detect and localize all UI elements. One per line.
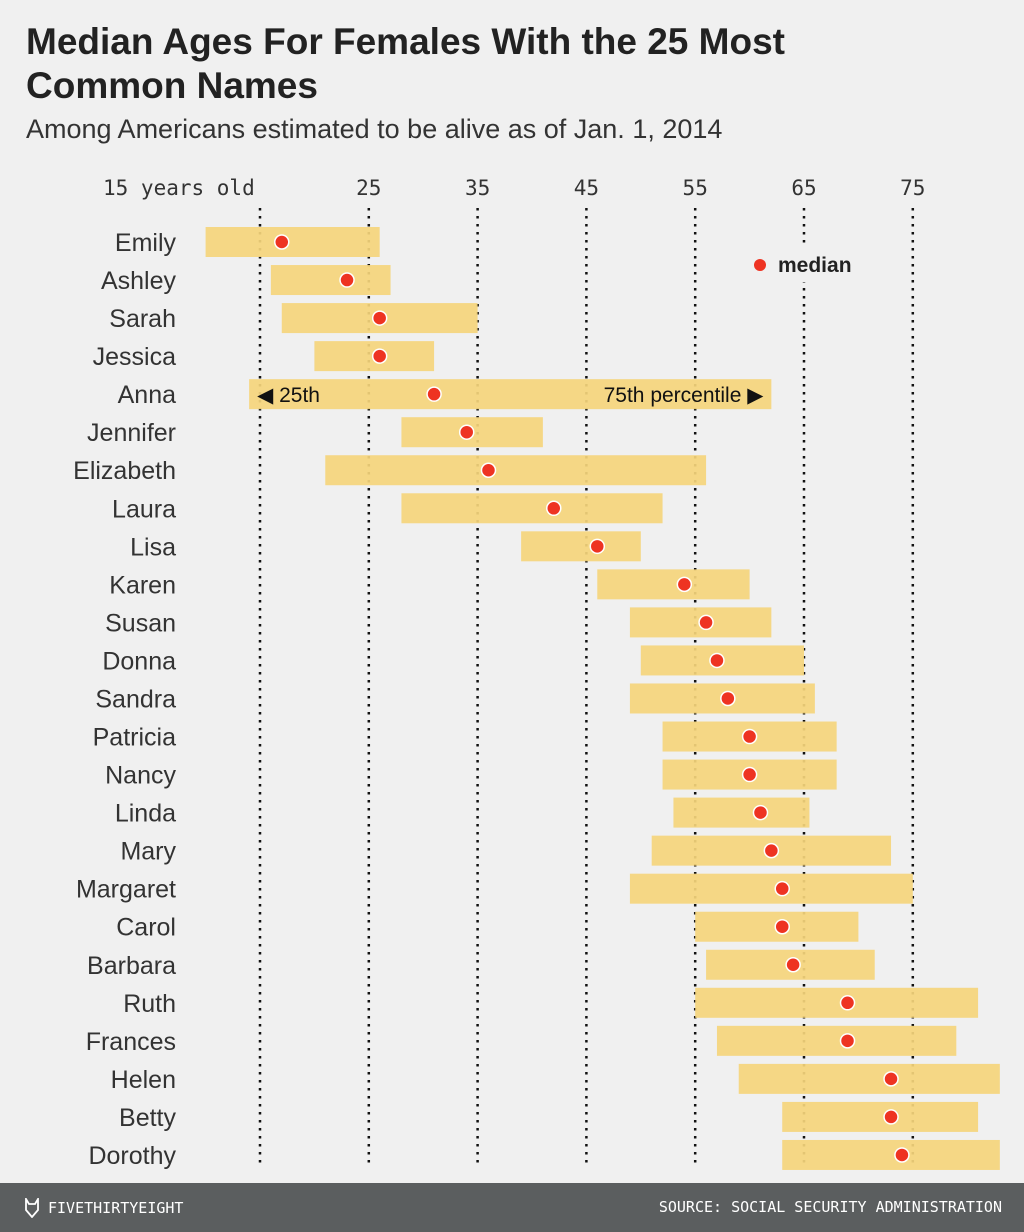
row-label: Mary [120,838,176,866]
brand: FIVETHIRTYEIGHT [24,1198,183,1218]
row-label: Barbara [87,952,176,980]
range-bar [782,1101,979,1132]
row-label: Dorothy [88,1142,176,1170]
range-bar [716,1025,957,1056]
row-label: Helen [111,1066,176,1094]
x-tick-label: 65 [791,176,816,200]
row-label: Susan [105,609,176,637]
row-label: Jennifer [87,419,176,447]
median-marker [741,728,758,745]
median-marker [709,652,725,669]
range-bar [673,797,810,828]
brand-name: FIVETHIRTYEIGHT [48,1199,184,1217]
row-label: Jessica [93,343,176,371]
median-marker [339,272,355,288]
row-label: Lisa [130,533,176,561]
chart: 15 years old 25 35 45 55 65 75 median Emily Ashle… [73,176,1000,1170]
median-marker [774,880,790,897]
range-bar [325,455,707,486]
row-label: Margaret [76,876,176,904]
row-label: Nancy [105,762,176,790]
annotation-25th: ◀ 25th [257,384,320,407]
legend-median-marker [754,259,766,271]
range-bar [695,987,979,1018]
median-marker [883,1109,899,1125]
source-note: SOURCE: SOCIAL SECURITY ADMINISTRATION [658,1198,1002,1216]
x-tick-label: 35 [465,176,490,200]
x-tick-label: 45 [574,176,599,200]
legend-label: median [778,254,852,277]
row-label: Ashley [101,267,177,295]
median-marker [720,690,736,707]
median-marker [546,500,562,517]
range-bar [782,1139,1000,1170]
median-marker [371,348,388,364]
range-bar [401,493,663,524]
row-label: Karen [109,571,176,599]
median-marker [839,1033,856,1049]
range-bar [205,227,380,257]
median-marker [763,842,780,859]
row-label: Ruth [123,990,176,1018]
footer: FIVETHIRTYEIGHT SOURCE: SOCIAL SECURITY … [0,1183,1024,1232]
chart-title: Median Ages For Females With the 25 Most… [26,21,785,106]
median-marker [741,766,758,783]
median-marker [785,957,801,973]
median-marker [589,538,606,555]
row-label: Frances [86,1028,176,1056]
median-marker [274,234,290,250]
range-bar [270,265,391,296]
row-label: Elizabeth [73,457,176,485]
median-marker [894,1147,910,1163]
row-label: Anna [118,381,176,409]
median-marker [883,1071,899,1087]
row-label: Sandra [95,685,176,713]
range-bar [629,873,913,904]
row-label: Sarah [109,305,176,333]
median-marker [752,804,769,821]
range-bar [521,531,641,562]
median-marker [839,995,856,1011]
row-label: Linda [115,800,176,828]
row-label: Carol [116,914,176,942]
row-label: Laura [112,495,176,523]
x-tick-label: 55 [683,176,708,200]
x-tick-label: 25 [356,176,381,200]
x-tick-label: 15 years old [103,176,255,200]
median-marker [426,386,442,402]
legend-background [748,248,878,282]
median-marker [676,576,693,593]
fox-logo-icon [25,1198,39,1218]
median-marker [774,918,790,935]
row-label: Donna [102,647,176,675]
range-bar [249,379,772,410]
range-bar [738,1063,1000,1094]
row-label: Betty [119,1104,176,1132]
chart-subtitle: Among Americans estimated to be alive as… [26,114,723,144]
range-bar [597,569,750,600]
median-marker [458,424,475,440]
x-tick-label: 75 [900,176,925,200]
row-label: Patricia [93,724,176,752]
median-marker [698,614,714,631]
row-label: Emily [115,229,177,257]
annotation-75th: 75th percentile ▶ [604,384,765,407]
median-marker [371,310,388,326]
median-marker [480,462,497,478]
